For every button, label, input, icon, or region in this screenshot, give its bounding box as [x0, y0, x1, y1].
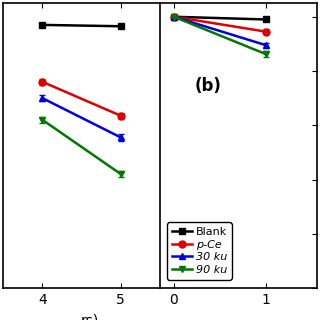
- Text: rs): rs): [80, 314, 99, 320]
- Legend: Blank, p-Ce, 30 ku, 90 ku: Blank, p-Ce, 30 ku, 90 ku: [167, 222, 232, 280]
- Text: (b): (b): [195, 77, 221, 95]
